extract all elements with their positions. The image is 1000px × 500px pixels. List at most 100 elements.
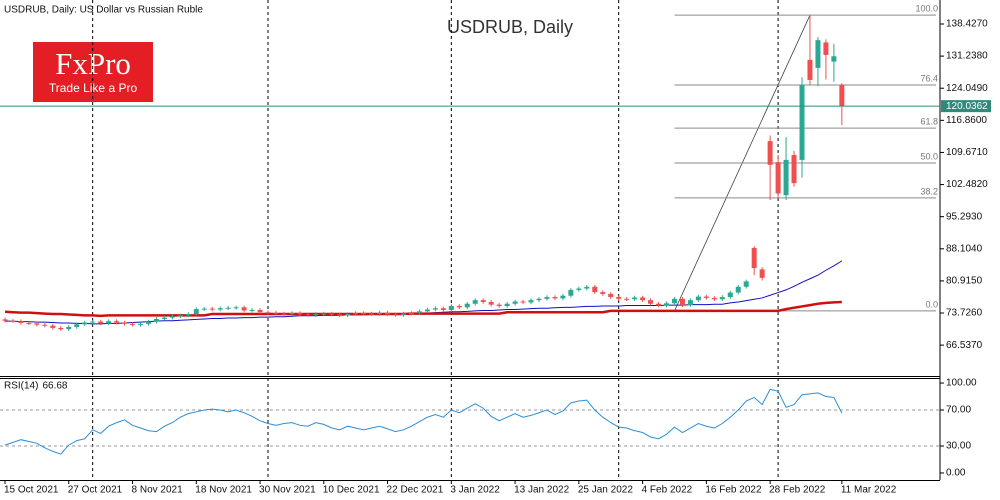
candle-body [783, 159, 789, 196]
candle-body [568, 289, 574, 296]
candle-body [552, 297, 558, 299]
candle-body [74, 324, 80, 327]
y-tick-label: 80.9150 [946, 276, 983, 287]
candle-body [807, 59, 813, 80]
candle-body [393, 314, 399, 316]
candle-body [153, 318, 159, 322]
y-tick-label: 70.00 [946, 405, 971, 416]
candle-body [361, 313, 367, 315]
candle-body [679, 298, 685, 306]
candle-body [305, 314, 311, 316]
price-tag [941, 100, 991, 113]
candle-body [161, 317, 167, 319]
candle-body [329, 313, 335, 315]
candle-body [241, 307, 247, 311]
candle-body [592, 286, 598, 293]
y-tick-label: 88.1040 [946, 243, 983, 254]
rsi-label: RSI(14) [4, 381, 38, 392]
candle-body [273, 312, 279, 314]
fib-level-label: 50.0 [920, 151, 938, 161]
candle-body [18, 321, 24, 323]
candle-body [671, 298, 677, 304]
candle-body [10, 320, 16, 322]
candle-body [50, 325, 56, 328]
candle-body [369, 313, 375, 315]
candle-body [401, 313, 406, 315]
x-tick-label: 4 Feb 2022 [642, 485, 693, 496]
candle-body [823, 42, 829, 55]
candle-body [408, 313, 414, 315]
y-tick-label: 73.7260 [946, 308, 983, 319]
candle-body [58, 327, 64, 330]
y-tick-label: 102.4820 [946, 179, 988, 190]
candle-body [440, 308, 446, 311]
candle-body [743, 281, 749, 287]
y-tick-label: 116.8600 [946, 115, 987, 126]
candle-body [648, 300, 654, 304]
candle-body [217, 308, 223, 310]
candle-body [735, 286, 741, 293]
candle-body [321, 313, 327, 315]
candle-body [177, 315, 183, 317]
candle-body [536, 298, 542, 301]
candle-body [560, 295, 566, 299]
candle-body [791, 154, 797, 184]
candle-body [504, 303, 510, 306]
symbol-info: USDRUB, Daily: US Dollar vs Russian Rubl… [4, 5, 203, 16]
moving-average [4, 300, 842, 318]
candle-body [34, 323, 40, 325]
candle-body [544, 297, 550, 299]
candle-body [464, 303, 470, 308]
candle-body [193, 309, 199, 315]
candle-body [687, 300, 693, 306]
candle-body [432, 308, 438, 310]
y-tick-label: 100.00 [946, 378, 977, 389]
logo-tagline: Trade Like a Pro [49, 81, 138, 95]
candle-body [520, 301, 526, 303]
candle-body [337, 314, 343, 316]
candle-body [456, 305, 462, 308]
candle-body [185, 314, 191, 316]
candle-body [608, 293, 614, 298]
candle-body [66, 326, 72, 330]
candle-body [257, 310, 263, 313]
candle-body [719, 297, 725, 300]
candle-body [839, 84, 845, 107]
candle-body [624, 298, 630, 300]
candle-body [345, 314, 351, 316]
candle-body [616, 297, 622, 299]
candle-body [90, 321, 96, 323]
candle-body [169, 316, 175, 318]
x-tick-label: 22 Dec 2021 [387, 485, 444, 496]
candle-body [472, 300, 478, 304]
candle-body [377, 312, 383, 315]
candle-body [114, 321, 120, 323]
fib-level-label: 76.4 [920, 73, 938, 83]
candle-body [576, 288, 582, 290]
candle-body [775, 162, 781, 194]
candle-body [711, 297, 717, 300]
x-tick-label: 3 Jan 2022 [450, 485, 500, 496]
candle-body [130, 323, 136, 325]
candle-body [353, 313, 359, 315]
logo-name: FxPro [55, 46, 131, 81]
fib-level-label: 0.0 [925, 299, 938, 309]
y-tick-label: 109.6710 [946, 147, 988, 158]
x-tick-label: 30 Nov 2021 [259, 485, 316, 496]
candle-body [82, 322, 88, 325]
candle-body [313, 314, 319, 316]
candle-body [448, 305, 454, 311]
candle-body [424, 309, 430, 312]
x-tick-label: 16 Feb 2022 [705, 485, 762, 496]
candle-body [26, 322, 32, 324]
y-tick-label: 138.4270 [946, 19, 988, 30]
y-tick-label: 95.2930 [946, 211, 983, 222]
x-tick-label: 15 Oct 2021 [4, 485, 59, 496]
candle-body [831, 56, 837, 62]
x-tick-label: 27 Oct 2021 [68, 485, 123, 496]
y-tick-label: 66.5370 [946, 340, 983, 351]
y-tick-label: 0.00 [946, 468, 966, 479]
price-tag-label: 120.0362 [946, 101, 988, 112]
fib-level-label: 100.0 [915, 4, 938, 14]
